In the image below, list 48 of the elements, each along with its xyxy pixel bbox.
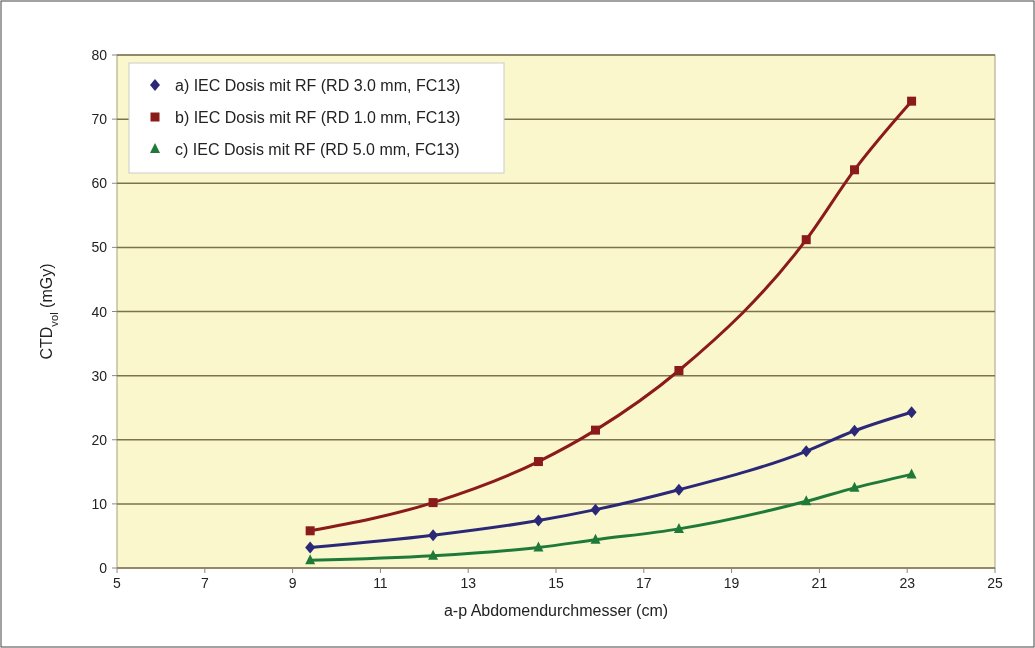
point bbox=[533, 541, 544, 552]
y-tick-label: 10 bbox=[91, 495, 108, 512]
point bbox=[907, 96, 917, 106]
point bbox=[801, 445, 812, 458]
point bbox=[673, 483, 684, 496]
y-tick-label: 70 bbox=[91, 111, 108, 128]
point bbox=[305, 526, 315, 536]
x-tick-label: 11 bbox=[373, 575, 388, 591]
y-tick-label: 30 bbox=[91, 367, 108, 384]
point bbox=[533, 514, 544, 527]
y-tick-label: 40 bbox=[91, 303, 108, 320]
point bbox=[673, 522, 684, 533]
legend-label: a) IEC Dosis mit RF (RD 3.0 mm, FC13) bbox=[175, 77, 461, 94]
point bbox=[428, 529, 439, 542]
point bbox=[906, 468, 917, 479]
point bbox=[305, 554, 316, 565]
x-tick-label: 25 bbox=[987, 575, 1003, 591]
point bbox=[428, 549, 439, 560]
x-tick-label: 19 bbox=[723, 575, 740, 591]
y-tick-label: 0 bbox=[99, 560, 108, 576]
x-tick-label: 15 bbox=[548, 575, 564, 591]
y-tick-label: 60 bbox=[91, 175, 108, 192]
x-tick-label: 5 bbox=[113, 575, 122, 591]
point bbox=[590, 533, 601, 544]
point bbox=[801, 495, 812, 506]
x-tick-label: 23 bbox=[899, 575, 916, 591]
y-tick-label: 50 bbox=[91, 239, 108, 256]
x-tick-label: 17 bbox=[636, 575, 652, 591]
y-tick-label: 20 bbox=[91, 431, 108, 448]
x-tick-label: 7 bbox=[200, 575, 209, 591]
x-tick-label: 13 bbox=[460, 575, 477, 591]
point bbox=[305, 541, 316, 554]
point bbox=[849, 424, 860, 437]
legend-label: c) IEC Dosis mit RF (RD 5.0 mm, FC13) bbox=[175, 141, 460, 158]
x-tick-label: 9 bbox=[288, 575, 297, 591]
point bbox=[674, 366, 684, 375]
x-tick-label: 21 bbox=[811, 575, 828, 591]
point bbox=[428, 498, 438, 508]
y-tick-label: 80 bbox=[91, 47, 108, 63]
point bbox=[801, 235, 811, 245]
point bbox=[591, 425, 601, 435]
point bbox=[533, 457, 543, 467]
point bbox=[590, 503, 601, 516]
point bbox=[849, 481, 860, 492]
legend-label: b) IEC Dosis mit RF (RD 1.0 mm, FC13) bbox=[175, 109, 461, 126]
x-axis-title: a-p Abdomendurchmesser (cm) bbox=[443, 602, 669, 619]
point bbox=[850, 165, 860, 175]
point bbox=[906, 406, 917, 419]
